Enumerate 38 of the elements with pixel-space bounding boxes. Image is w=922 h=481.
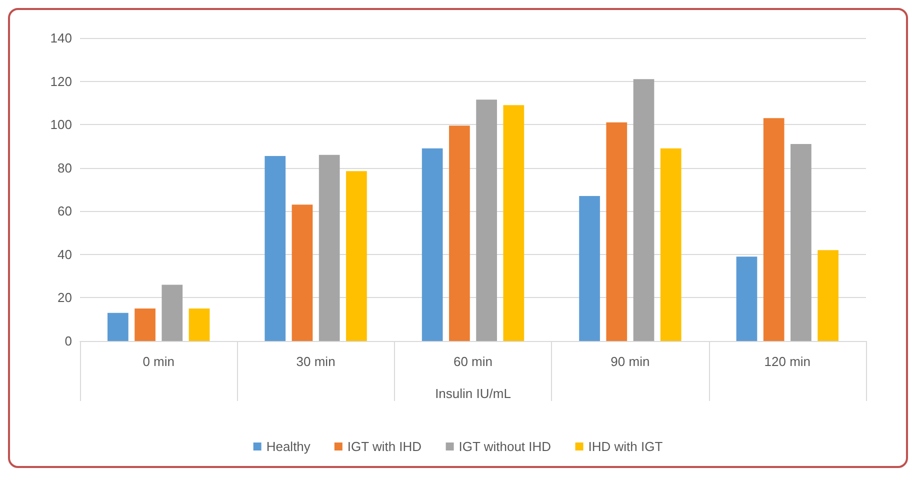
bar [162, 284, 183, 341]
y-tick-label: 140 [50, 30, 72, 46]
bar [660, 148, 682, 341]
bar [108, 312, 128, 341]
x-tick-label: 30 min [296, 354, 336, 369]
y-tick-label: 20 [58, 290, 72, 306]
legend-label: Healthy [266, 439, 311, 454]
bar [763, 118, 784, 341]
bar [503, 105, 524, 341]
y-tick-label: 0 [64, 334, 72, 348]
bar [736, 256, 758, 341]
bar [449, 126, 470, 341]
bar [633, 79, 654, 341]
x-tick-label: 90 min [610, 354, 650, 369]
bar [476, 100, 497, 341]
bar [134, 308, 156, 341]
bar [579, 196, 600, 341]
x-tick-label: 60 min [453, 354, 493, 369]
bar [318, 154, 340, 341]
y-tick-label: 60 [58, 204, 72, 219]
x-tick-label: 120 min [764, 354, 811, 369]
bar [346, 171, 367, 341]
legend-label: IHD with IGT [588, 439, 663, 454]
bar [188, 308, 210, 341]
y-tick-label: 80 [58, 160, 72, 176]
legend-label: IGT with IHD [347, 439, 422, 454]
x-axis-title: Insulin IU/mL [435, 386, 511, 401]
bar [818, 250, 838, 341]
bar [422, 148, 443, 341]
bar [292, 204, 313, 341]
x-tick-label: 0 min [142, 354, 174, 369]
bar [606, 122, 628, 341]
y-tick-label: 40 [58, 246, 72, 262]
y-tick-label: 120 [50, 74, 72, 89]
bar [264, 156, 286, 341]
bar [790, 144, 812, 341]
y-tick-label: 100 [50, 117, 72, 132]
legend-label: IGT without IHD [458, 439, 552, 454]
